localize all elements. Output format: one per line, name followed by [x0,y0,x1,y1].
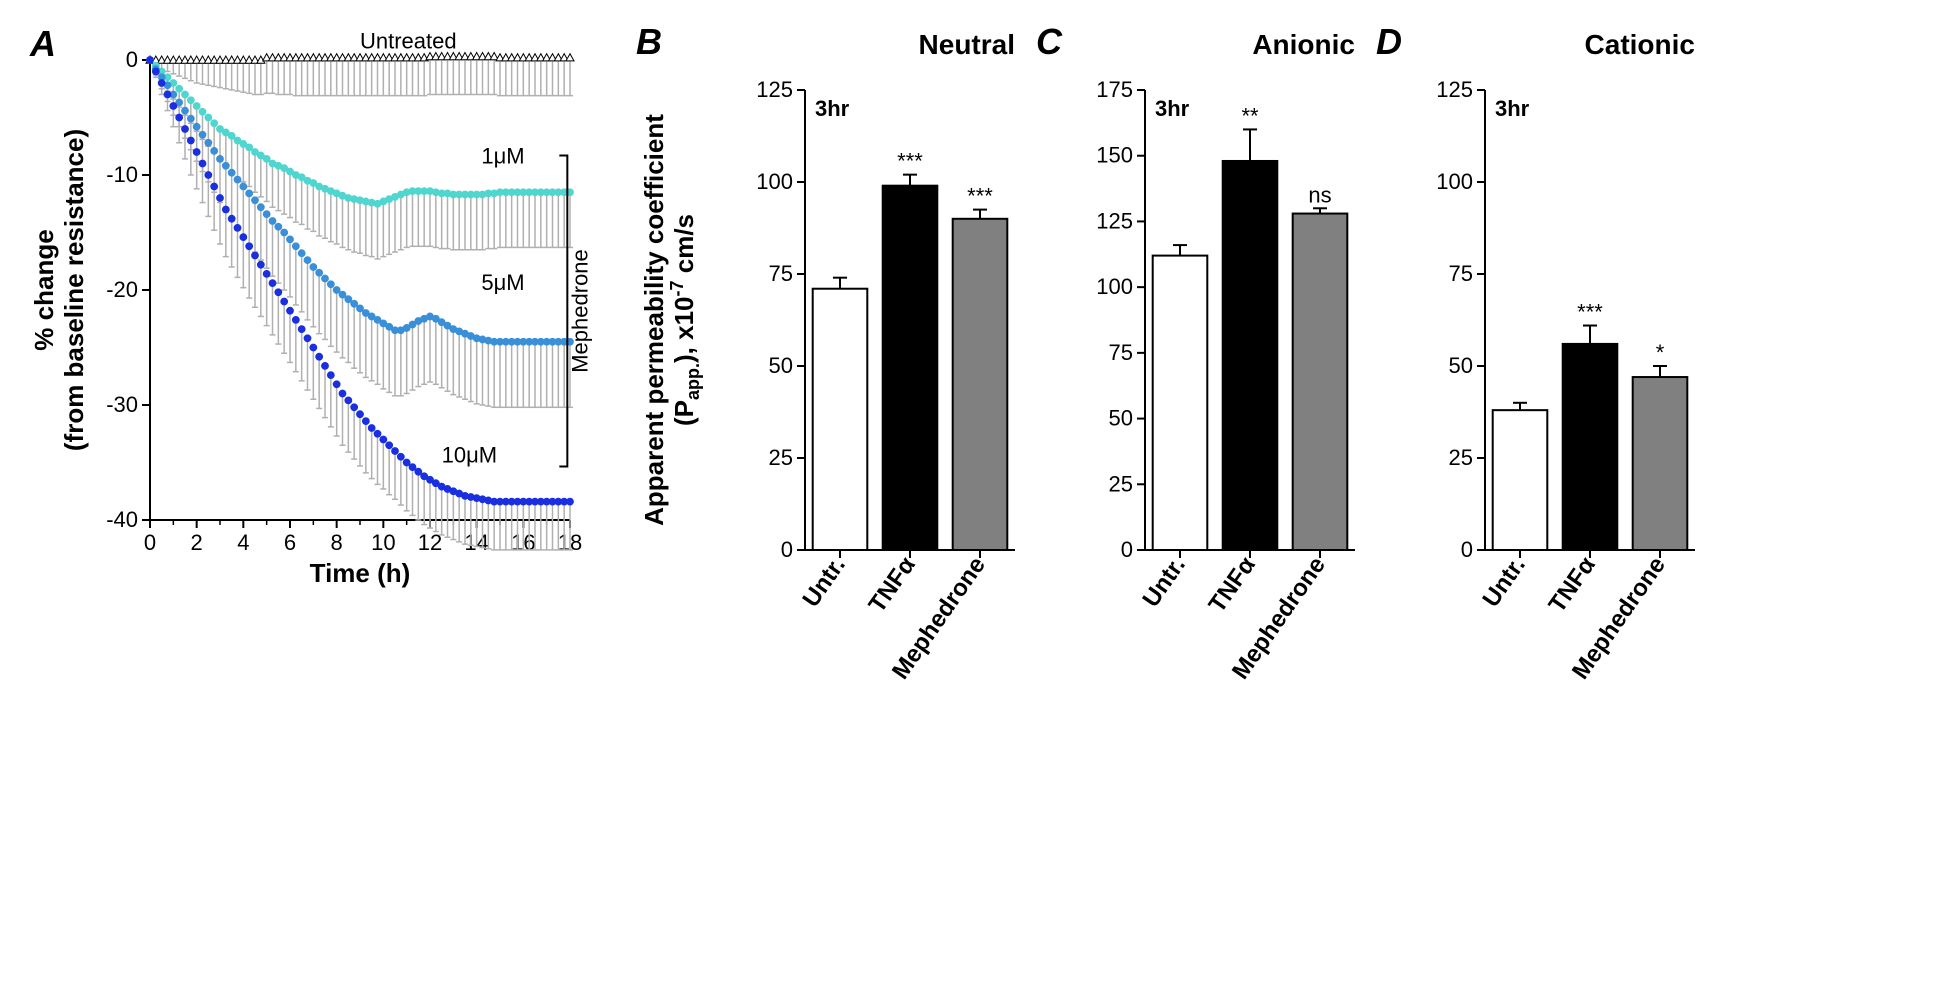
panel-b-svg: B Neutral 3hr 0 25 50 75 100 125 Apparent permeab… [630,20,1020,800]
ytick-label: 25 [1109,471,1133,496]
y-axis-title-1: % change [29,229,59,350]
bar [1153,256,1208,550]
bar-label: TNFα [864,552,921,618]
bar [953,219,1008,550]
bar [1223,161,1278,550]
ytick-label: -30 [106,392,138,417]
label-5um: 5μM [481,270,524,295]
ytick-label: 0 [1121,537,1133,562]
xtick-label: 4 [237,530,249,555]
panel-d-svg: DCationic3hr0255075100125Untr.***TNFα*Me… [1370,20,1700,800]
sig-label: *** [897,149,923,174]
ytick-label: 0 [781,537,793,562]
ytick-label: 100 [1436,169,1473,194]
panel-a-svg: A0-10-20-30-40024681012141618Time (h)% c… [20,20,620,660]
ytick-label: 175 [1096,77,1133,102]
ytick-label: 150 [1096,143,1133,168]
panel-title: Anionic [1252,29,1355,60]
ytick-label: 100 [1096,274,1133,299]
time-label: 3hr [1495,96,1530,121]
ytick-label: 100 [756,169,793,194]
bar [1633,377,1688,550]
xtick-label: 6 [284,530,296,555]
bar-label: Untr. [1477,552,1530,612]
y-axis-title-2: (from baseline resistance) [59,129,89,451]
panel-d: DCationic3hr0255075100125Untr.***TNFα*Me… [1370,20,1700,800]
xtick-label: 8 [331,530,343,555]
panel-c: C Anionic 3hr 0 25 50 75 100 125 150 175 Untr. ** TNF… [1030,20,1360,800]
bar-label: Untr. [1137,552,1190,612]
panel-c-svg: C Anionic 3hr 0 25 50 75 100 125 150 175 Untr. ** TNF… [1030,20,1360,800]
ytick-label: 25 [769,445,793,470]
y-axis-title-line2: (Papp.), x10-7 cm/s [667,214,703,426]
xtick-label: 0 [144,530,156,555]
sig-label: ** [1241,103,1259,128]
time-label: 3hr [815,96,850,121]
label-mephedrone-bracket: Mephedrone [567,249,592,373]
xtick-label: 12 [418,530,442,555]
ytick-label: 50 [1109,406,1133,431]
sig-label: *** [1577,300,1603,325]
ytick-label: 75 [1109,340,1133,365]
ytick-label: 50 [1449,353,1473,378]
sig-label: *** [967,184,993,209]
ytick-label: -20 [106,277,138,302]
panel-letter: C [1036,21,1063,62]
ytick-label: 125 [756,77,793,102]
ytick-label: 0 [126,47,138,72]
x-axis-title: Time (h) [310,558,411,588]
ytick-label: -40 [106,507,138,532]
figure-container: A0-10-20-30-40024681012141618Time (h)% c… [20,20,1926,800]
panel-letter-a: A [29,23,56,64]
bar-label: Untr. [797,552,850,612]
y-axis-title-line1: Apparent permeability coefficient [639,114,669,526]
ytick-label: -10 [106,162,138,187]
ytick-label: 75 [769,261,793,286]
panel-a: A0-10-20-30-40024681012141618Time (h)% c… [20,20,620,660]
label-10um: 10μM [442,443,497,468]
sig-label: ns [1308,182,1331,207]
bar [1293,214,1348,550]
ytick-label: 25 [1449,445,1473,470]
xtick-label: 10 [371,530,395,555]
panel-letter: B [636,21,662,62]
xtick-label: 2 [191,530,203,555]
sig-label: * [1656,340,1665,365]
panel-title: Neutral [919,29,1015,60]
panel-title: Cationic [1585,29,1695,60]
time-label: 3hr [1155,96,1190,121]
bar [1563,344,1618,550]
ytick-label: 125 [1436,77,1473,102]
panel-b: B Neutral 3hr 0 25 50 75 100 125 Apparent permeab… [630,20,1020,800]
ytick-label: 125 [1096,208,1133,233]
panel-letter: D [1376,21,1402,62]
ytick-label: 0 [1461,537,1473,562]
bar [883,186,938,550]
label-untreated: Untreated [360,29,457,54]
bar-label: TNFα [1544,552,1601,618]
bar-label: TNFα [1204,552,1261,618]
ytick-label: 50 [769,353,793,378]
bar [1493,410,1548,550]
label-1um: 1μM [481,144,524,169]
ytick-label: 75 [1449,261,1473,286]
bar [813,289,868,550]
